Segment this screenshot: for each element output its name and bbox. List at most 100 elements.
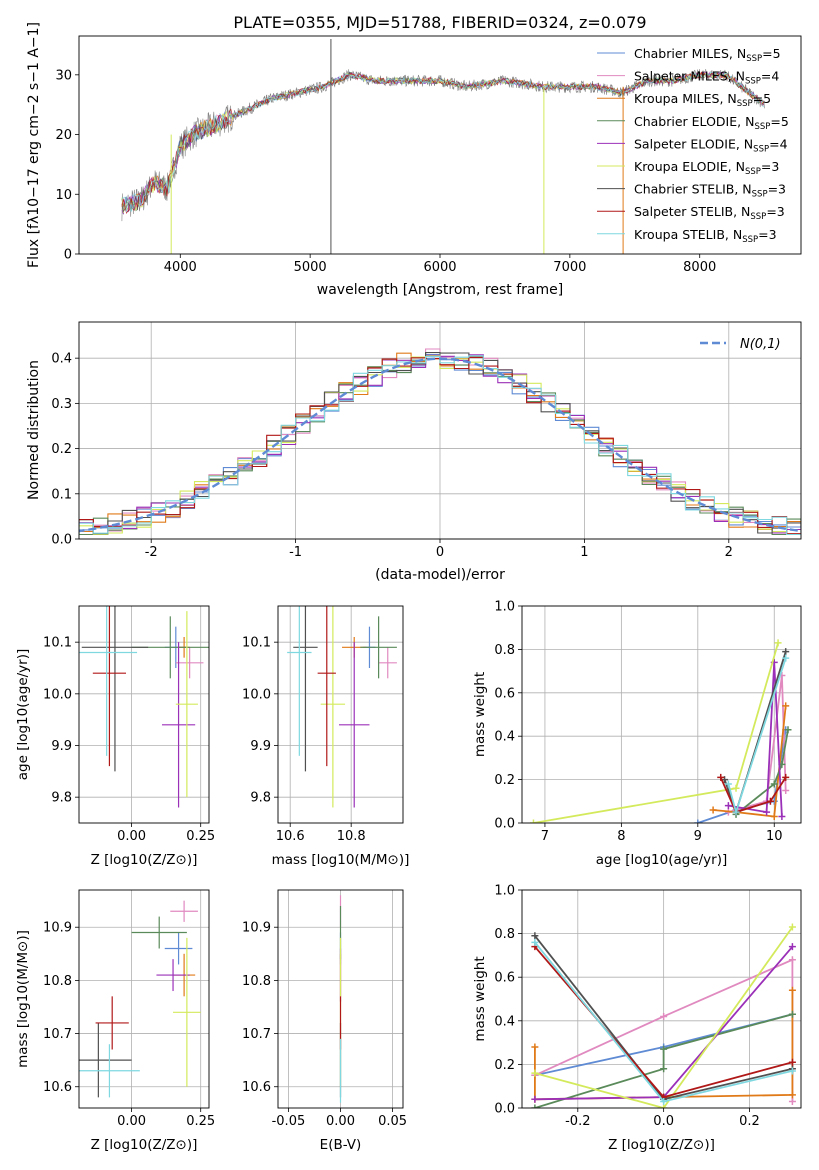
weight-marker [774,639,782,647]
weight-marker [660,1097,668,1105]
data-spectrum-line [121,69,765,222]
weight-marker [660,1104,668,1108]
legend-count: =3 [761,159,779,174]
x-tick-label: 6000 [423,260,456,275]
chart-spectrum: 4000 5000 6000 7000 8000 0 10 20 30 PLATE=0355, M… [26,13,802,298]
weight-series-line [728,675,787,813]
y-axis-label: mass [log10(M/M⊙)] [15,930,31,1068]
weight-marker [788,1067,796,1075]
x-tick-label: 4000 [164,260,197,275]
weight-marker [788,923,796,931]
weight-marker [660,1065,668,1073]
x-tick-label: 0.25 [186,829,215,844]
weight-marker [770,780,778,788]
y-tick-label: 1.0 [494,600,515,615]
chart-weight_vs_Z: -0.2 0.0 0.2 0.0 0.2 0.4 0.6 0.8 1.0 Z [log10(Z/Z… [472,884,802,1153]
normal-curve [79,357,801,533]
plot-area [531,923,796,1108]
legend-count: =3 [768,182,786,197]
x-tick-label: 0.00 [326,1114,355,1129]
x-tick-label: 7000 [553,260,586,275]
y-tick-label: 0.0 [494,817,515,832]
plot-area [79,900,201,1098]
y-tick-label: 30 [55,68,72,83]
x-tick-label: 8 [617,829,625,844]
x-tick-label: 10.6 [276,829,305,844]
axes-frame [78,605,210,824]
y-tick-label: 10.7 [242,1027,271,1042]
plot-area [287,606,397,808]
plot-area [79,348,801,536]
y-axis-label: Flux [fλ10−17 erg cm−2 s−1 A−1] [26,22,42,268]
chart-residuals: -2 -1 0 1 2 0.0 0.1 0.2 0.3 0.4 (data-model)/error… [26,321,802,583]
y-tick-label: 0.1 [51,487,72,502]
legend-subscript: SSP [750,212,766,222]
y-tick-label: 0.4 [51,352,72,367]
weight-marker [763,808,771,816]
y-tick-label: 0.8 [494,927,515,942]
legend-count: =3 [766,204,784,219]
y-axis-label: mass weight [472,672,488,757]
plot-area [121,38,765,254]
legend: N(0,1) [700,337,781,352]
legend-count: =4 [761,69,779,84]
x-tick-label: 5000 [294,260,327,275]
weight-series-line [719,776,787,814]
axes-frame [78,321,802,540]
x-tick-label: 10 [766,829,783,844]
weight-series-line [735,729,789,816]
weight-marker [694,819,702,823]
weight-series-line [534,926,794,1108]
y-tick-label: 10.0 [242,687,271,702]
y-tick-label: 0 [64,248,72,263]
x-axis-label: Z [log10(Z/Z⊙)] [91,1137,198,1153]
y-tick-label: 0.4 [494,730,515,745]
weight-marker [782,786,790,794]
chart-weight_vs_age: 7 8 9 10 0.0 0.2 0.4 0.6 0.8 1.0 age [log10(age/yr… [472,600,802,868]
weight-marker [788,1010,796,1018]
axes-frame [78,889,210,1109]
y-tick-label: 0.4 [494,1014,515,1029]
x-tick-label: 1 [580,545,588,560]
axes-frame [277,605,404,824]
y-axis-label: mass weight [472,956,488,1041]
x-tick-label: -1 [289,545,302,560]
weight-marker [529,819,537,823]
x-tick-label: 8000 [683,260,716,275]
weight-marker [724,802,732,810]
weight-marker [531,1043,539,1051]
plot-area [529,639,792,823]
y-tick-label: 9.8 [250,791,271,806]
y-tick-label: 10.9 [242,921,271,936]
y-tick-label: 10.6 [43,1080,72,1095]
weight-marker [778,812,786,820]
legend-label: Kroupa STELIB, NSSP=3 [634,227,777,245]
weight-marker [788,943,796,951]
axes-frame [78,35,802,255]
legend-count: =5 [762,46,780,61]
x-tick-label: 0.05 [378,1114,407,1129]
y-tick-label: 10.8 [43,974,72,989]
weight-marker [788,1097,796,1105]
x-tick-label: -0.05 [272,1114,306,1129]
weight-marker [788,986,796,994]
x-tick-label: 7 [541,829,549,844]
weight-marker [788,956,796,964]
weight-marker [717,773,725,781]
x-axis-label: wavelength [Angstrom, rest frame] [317,282,563,298]
x-axis-label: (data-model)/error [375,567,505,583]
x-tick-label: 0.00 [117,829,146,844]
axes-frame [521,605,802,824]
model-spectrum-line [121,71,765,213]
weight-marker [531,1069,539,1077]
x-tick-label: 0 [436,545,444,560]
axes-frame [521,889,802,1109]
chart-mass_vs_Z: 0.00 0.25 10.6 10.7 10.8 10.9 Z [log10(Z/Z⊙)] m… [15,889,215,1153]
y-tick-label: 9.9 [250,739,271,754]
weight-marker [788,1091,796,1099]
y-tick-label: 1.0 [494,884,515,899]
weight-marker [782,702,790,710]
weight-marker [782,773,790,781]
legend-subscript: SSP [742,235,758,245]
x-axis-label: Z [log10(Z/Z⊙)] [91,852,198,868]
